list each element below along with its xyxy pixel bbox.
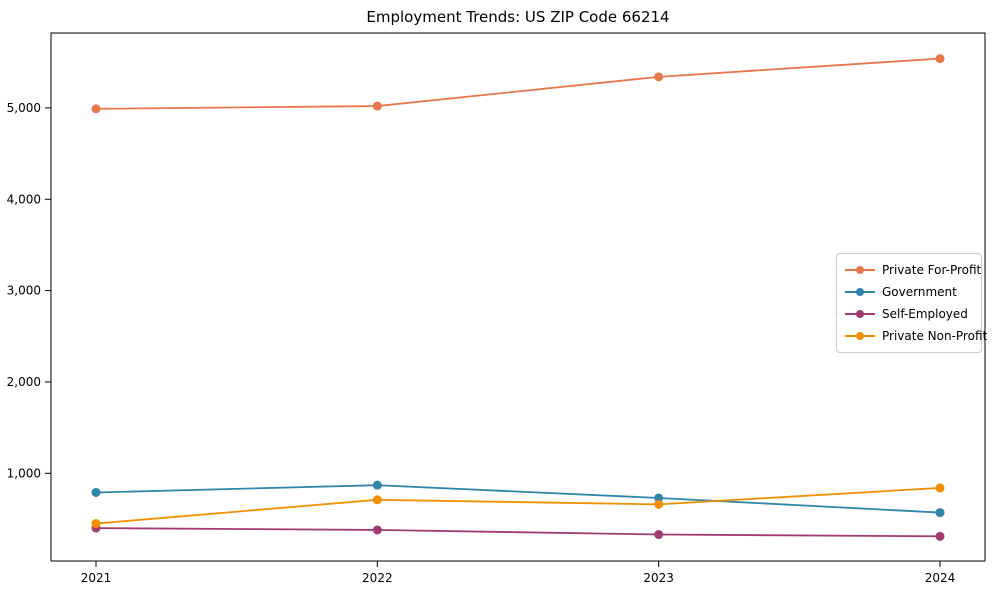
series-marker-private-for-profit [372,101,382,111]
series-marker-government [654,493,664,503]
legend-label: Government [882,285,957,299]
series-line-private-for-profit [95,57,941,110]
series-marker-self-employed [654,530,664,540]
legend: Private For-Profit Government Self-Employe… [836,253,987,353]
series-marker-self-employed [935,531,945,541]
chart-title: Employment Trends: US ZIP Code 66214 [366,8,670,26]
legend-item: Government [845,281,973,303]
x-tick-label: 2024 [925,571,956,585]
legend-label: Private Non-Profit [882,329,988,343]
series-line-self-employed [95,527,941,538]
x-tick-label: 2021 [81,571,112,585]
series-marker-private-non-profit [91,519,101,529]
y-tick-label: 1,000 [7,466,41,480]
x-tick-label: 2022 [362,571,393,585]
y-tick-label: 5,000 [7,101,41,115]
plot-frame [50,32,986,562]
series-marker-government [91,487,101,497]
legend-line-marker-icon [845,265,875,275]
series-marker-private-non-profit [372,495,382,505]
series-line-private-non-profit [95,487,941,525]
legend-item: Private For-Profit [845,259,981,281]
series-marker-private-for-profit [654,72,664,82]
legend-item: Private Non-Profit [845,325,987,347]
y-tick-label: 2,000 [7,375,41,389]
series-marker-government [935,508,945,518]
legend-label: Private For-Profit [882,263,982,277]
series-marker-private-non-profit [654,499,664,509]
legend-label: Self-Employed [882,307,968,321]
y-tick-label: 3,000 [7,284,41,298]
legend-line-marker-icon [845,331,875,341]
legend-line-marker-icon [845,287,875,297]
series-marker-self-employed [372,525,382,535]
series-line-government [95,484,941,514]
series-marker-private-for-profit [935,54,945,64]
legend-item: Self-Employed [845,303,973,325]
legend-line-marker-icon [845,309,875,319]
series-marker-government [372,480,382,490]
series-marker-private-for-profit [91,104,101,114]
x-tick-label: 2023 [643,571,674,585]
series-marker-private-non-profit [935,483,945,493]
y-tick-label: 4,000 [7,192,41,206]
